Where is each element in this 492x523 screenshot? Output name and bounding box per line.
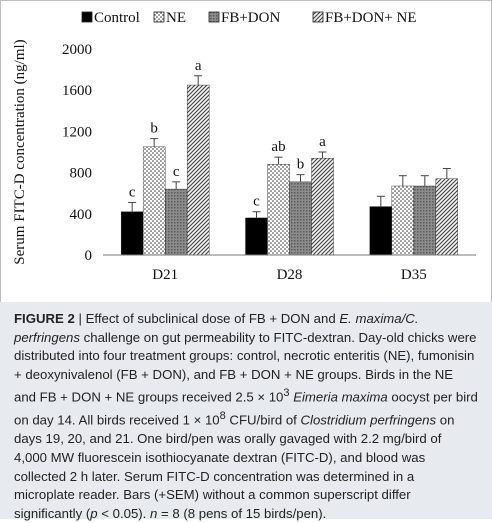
significance-letter: c (253, 194, 260, 210)
x-axis-labels: D21 D28 D35 (152, 267, 427, 283)
bar-ne-d28 (267, 164, 290, 256)
caption-text-4: CFU/bird of (225, 412, 301, 428)
bar-fb-don-ne-d28 (311, 157, 334, 256)
legend-swatch-fb-don (208, 11, 220, 23)
y-axis-ticks: 0 400 800 1200 1600 2000 (62, 42, 92, 264)
legend-label-ne: NE (166, 10, 186, 26)
legend: Control NE FB+DON FB+DON+ NE (81, 10, 417, 26)
significance-letter: b (150, 121, 158, 137)
caption-italic-2: Eimeria maxima (293, 389, 388, 405)
legend-label-control: Control (94, 10, 140, 26)
legend-swatch-control (81, 11, 93, 23)
caption-text-7: = 8 (8 pens of 15 birds/pen). (157, 505, 327, 521)
caption-italic-5: n (150, 505, 158, 521)
significance-letter: a (195, 58, 202, 74)
significance-letter: c (129, 184, 136, 200)
caption-text-6: < 0.05). (97, 505, 150, 521)
caption-separator: | (74, 311, 86, 326)
x-tick-label: D28 (277, 267, 303, 283)
bar-fb-don-ne-d35 (435, 178, 459, 256)
bar-control-d28 (245, 217, 268, 256)
legend-label-fb-don: FB+DON (221, 10, 280, 26)
bar-chart: Control NE FB+DON FB+DON+ NE Serum FITC-D c… (12, 10, 476, 283)
y-tick-label: 800 (70, 166, 93, 182)
bar-ne-d35 (391, 185, 415, 256)
bar-fb-don-d21 (164, 188, 188, 256)
y-tick-label: 1600 (62, 83, 92, 99)
bar-fb-don-ne-d21 (186, 84, 210, 256)
caption-text-1: Effect of subclinical dose of FB + DON a… (85, 311, 340, 326)
legend-swatch-ne (153, 11, 165, 23)
x-tick-label: D21 (152, 267, 178, 283)
legend-swatch-fb-don-ne (312, 11, 324, 23)
significance-letter: a (319, 134, 326, 150)
caption-text-2: challenge on gut permeability to FITC-de… (14, 329, 477, 405)
y-tick-label: 1200 (62, 124, 92, 140)
significance-letter: ab (271, 139, 285, 155)
y-tick-label: 400 (70, 207, 93, 223)
caption-text-3: oocyst per bird on day 14. All birds rec… (14, 389, 478, 428)
caption-superscript-1: 3 (283, 387, 290, 400)
y-tick-label: 0 (85, 248, 93, 264)
caption-italic-1: E. maxima/C. perfringens (14, 311, 419, 345)
legend-label-fb-don-ne: FB+DON+ NE (325, 10, 417, 26)
bar-ne-d21 (142, 146, 166, 256)
significance-letter: c (173, 164, 180, 180)
bar-control-d21 (120, 211, 144, 256)
y-tick-label: 2000 (62, 42, 92, 58)
caption-text-5: on days 19, 20, and 21. One bird/pen was… (14, 412, 455, 521)
significance-letter: b (297, 157, 305, 173)
y-axis-label: Serum FITC-D concentration (ng/ml) (12, 39, 28, 264)
x-tick-label: D35 (401, 267, 427, 283)
bar-control-d35 (369, 206, 393, 256)
figure-caption: FIGURE 2 | Effect of subclinical dose of… (0, 302, 492, 521)
bar-fb-don-d28 (289, 181, 312, 256)
figure-label: FIGURE 2 (14, 311, 75, 326)
caption-italic-3: Clostridium perfringens (300, 412, 437, 428)
caption-superscript-2: 8 (219, 410, 226, 423)
caption-italic-4: p (90, 505, 98, 521)
bar-fb-don-d35 (413, 185, 437, 256)
